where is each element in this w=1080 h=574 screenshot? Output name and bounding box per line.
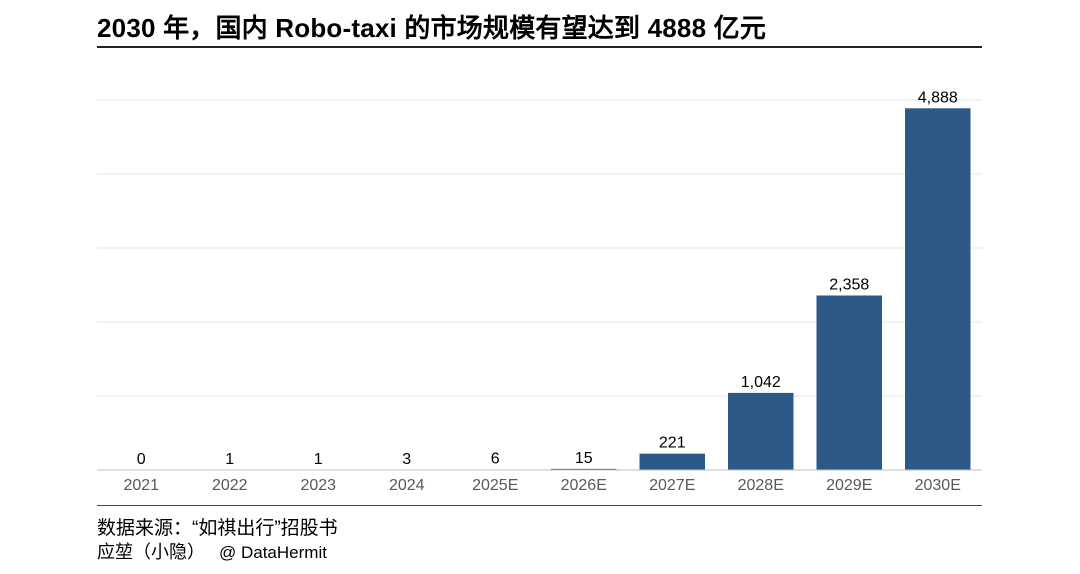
x-tick-2022: 2022 [212,477,248,494]
data-label-2029e: 2,358 [829,277,869,294]
author-credit: 应堃（小隐） @ DataHermit [97,538,327,564]
author-name: 应堃（小隐） [97,542,205,562]
bar-2026e [551,468,617,470]
chart-title: 2030 年，国内 Robo-taxi 的市场规模有望达到 4888 亿元 [97,13,767,43]
x-tick-2030e: 2030E [915,477,961,494]
x-tick-2028e: 2028E [738,477,784,494]
title-divider [97,46,982,48]
source-note: 数据来源：“如祺出行”招股书 [97,518,338,539]
bar-2029e [816,295,882,470]
bar-2027e [639,453,705,470]
x-tick-2023: 2023 [300,477,336,494]
footer-divider [97,505,982,506]
data-label-2028e: 1,042 [741,374,781,391]
x-tick-2026e: 2026E [561,477,607,494]
data-label-2021: 0 [137,451,146,468]
data-labels: 0 1 1 3 6 15 221 1,042 2,358 4,888 [137,89,958,468]
data-label-2024: 3 [402,451,411,468]
x-tick-2024: 2024 [389,477,425,494]
data-label-2022: 1 [225,451,234,468]
x-tick-2027e: 2027E [649,477,695,494]
data-label-2027e: 221 [659,435,686,452]
bar-2028e [728,392,794,470]
data-label-2023: 1 [314,451,323,468]
bars [197,108,971,471]
author-handle: @ DataHermit [219,543,327,562]
data-label-2030e: 4,888 [918,89,958,106]
data-label-2025e: 6 [491,451,500,468]
x-tick-2021: 2021 [123,477,159,494]
bar-2030e [905,108,971,471]
x-tick-labels: 2021 2022 2023 2024 2025E 2026E 2027E 2028E 2029… [123,477,960,494]
x-tick-2029e: 2029E [826,477,872,494]
x-tick-2025e: 2025E [472,477,518,494]
data-label-2026e: 15 [575,450,593,467]
